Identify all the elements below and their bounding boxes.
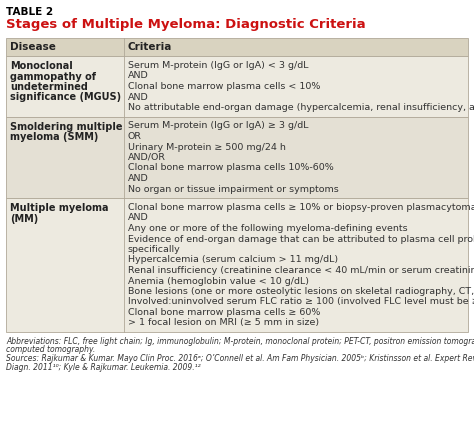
Text: AND: AND [128,92,148,102]
Text: Disease: Disease [10,42,56,52]
Text: No organ or tissue impairment or symptoms: No organ or tissue impairment or symptom… [128,184,338,194]
Text: Serum M-protein (IgG or IgA) < 3 g/dL: Serum M-protein (IgG or IgA) < 3 g/dL [128,61,308,70]
Text: computed tomography.: computed tomography. [6,346,95,354]
Bar [6,38,468,56]
Text: specifically: specifically [128,245,181,254]
Text: Clonal bone marrow plasma cells < 10%: Clonal bone marrow plasma cells < 10% [128,82,320,91]
Text: Diagn. 2011¹⁰; Kyle & Rajkumar. Leukemia. 2009.¹²: Diagn. 2011¹⁰; Kyle & Rajkumar. Leukemia… [6,362,201,371]
Text: No attributable end-organ damage (hypercalcemia, renal insufficiency, anemia, bo: No attributable end-organ damage (hyperc… [128,103,474,112]
Text: AND: AND [128,174,148,183]
Text: TABLE 2: TABLE 2 [6,7,53,17]
Text: OR: OR [128,132,142,141]
Text: > 1 focal lesion on MRI (≥ 5 mm in size): > 1 focal lesion on MRI (≥ 5 mm in size) [128,319,319,328]
Text: Clonal bone marrow plasma cells ≥ 60%: Clonal bone marrow plasma cells ≥ 60% [128,308,320,317]
Text: Urinary M-protein ≥ 500 mg/24 h: Urinary M-protein ≥ 500 mg/24 h [128,142,286,152]
Text: Abbreviations: FLC, free light chain; Ig, immunoglobulin; M-protein, monoclonal : Abbreviations: FLC, free light chain; Ig… [6,337,474,346]
Text: Evidence of end-organ damage that can be attributed to plasma cell proliferative: Evidence of end-organ damage that can be… [128,235,474,244]
Text: Any one or more of the following myeloma-defining events: Any one or more of the following myeloma… [128,224,408,233]
Text: Involved:uninvolved serum FLC ratio ≥ 100 (involved FLC level must be ≥ 100 mg/L: Involved:uninvolved serum FLC ratio ≥ 10… [128,297,474,306]
Text: myeloma (SMM): myeloma (SMM) [10,132,99,142]
Text: Bone lesions (one or more osteolytic lesions on skeletal radiography, CT, or PET: Bone lesions (one or more osteolytic les… [128,287,474,296]
Text: Serum M-protein (IgG or IgA) ≥ 3 g/dL: Serum M-protein (IgG or IgA) ≥ 3 g/dL [128,122,308,130]
Text: gammopathy of: gammopathy of [10,72,96,81]
Text: Anemia (hemoglobin value < 10 g/dL): Anemia (hemoglobin value < 10 g/dL) [128,277,309,286]
Text: Criteria: Criteria [128,42,172,52]
Text: undetermined: undetermined [10,82,88,92]
Bar [6,117,468,198]
Text: Renal insufficiency (creatinine clearance < 40 mL/min or serum creatinine > 1.75: Renal insufficiency (creatinine clearanc… [128,266,474,275]
Text: Monoclonal: Monoclonal [10,61,73,71]
Text: AND/OR: AND/OR [128,153,166,162]
Text: Sources: Rajkumar & Kumar. Mayo Clin Proc. 2016ᵃ; O’Connell et al. Am Fam Physic: Sources: Rajkumar & Kumar. Mayo Clin Pro… [6,354,474,363]
Text: significance (MGUS): significance (MGUS) [10,92,121,103]
Text: Clonal bone marrow plasma cells ≥ 10% or biopsy-proven plasmacytoma: Clonal bone marrow plasma cells ≥ 10% or… [128,203,474,212]
Text: Stages of Multiple Myeloma: Diagnostic Criteria: Stages of Multiple Myeloma: Diagnostic C… [6,18,365,31]
Text: AND: AND [128,213,148,222]
Text: (MM): (MM) [10,213,38,224]
Bar [6,56,468,117]
Text: Multiple myeloma: Multiple myeloma [10,203,109,213]
Text: Hypercalcemia (serum calcium > 11 mg/dL): Hypercalcemia (serum calcium > 11 mg/dL) [128,255,338,264]
Text: Smoldering multiple: Smoldering multiple [10,122,122,132]
Text: AND: AND [128,72,148,80]
Bar [6,198,468,332]
Text: Clonal bone marrow plasma cells 10%-60%: Clonal bone marrow plasma cells 10%-60% [128,164,334,172]
